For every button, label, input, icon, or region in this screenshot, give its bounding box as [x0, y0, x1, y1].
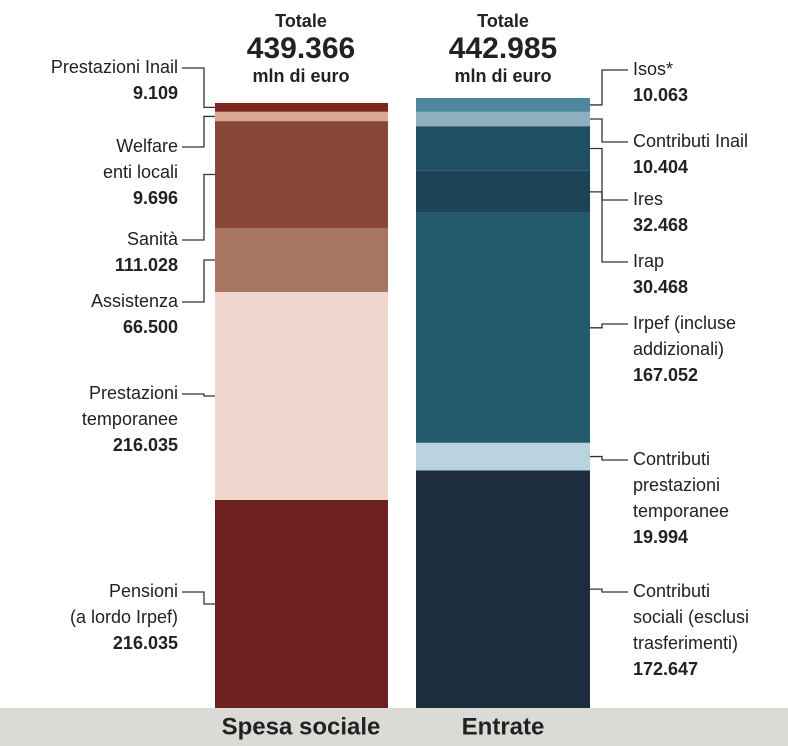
- total-value: 439.366: [247, 32, 355, 65]
- total-value: 442.985: [449, 32, 557, 65]
- segment-value: 9.696: [133, 188, 178, 208]
- column-name: Spesa sociale: [222, 713, 381, 740]
- segment-label: temporanee: [633, 501, 729, 521]
- segment-label: Ires: [633, 189, 663, 209]
- leader-line: [590, 147, 628, 201]
- segment-value: 111.028: [115, 255, 178, 275]
- segment-value: 167.052: [633, 365, 698, 385]
- segment-value: 30.468: [633, 277, 688, 297]
- segment-label: Assistenza: [91, 291, 179, 311]
- segment-value: 172.647: [633, 659, 698, 679]
- segment-label: temporanee: [82, 409, 178, 429]
- segment-label: Welfare: [116, 136, 178, 156]
- leader-line: [182, 115, 215, 148]
- segment-value: 10.063: [633, 85, 688, 105]
- segment-label: Pensioni: [109, 581, 178, 601]
- segment-value: 9.109: [133, 83, 178, 103]
- leader-line: [590, 323, 628, 329]
- segment: [416, 212, 590, 443]
- segment-label: Contributi: [633, 449, 710, 469]
- segment: [416, 442, 590, 471]
- segment: [215, 111, 388, 122]
- segment-value: 216.035: [113, 435, 178, 455]
- segment-value: 10.404: [633, 157, 688, 177]
- leader-line: [182, 591, 215, 605]
- segment-label: (a lordo Irpef): [70, 607, 178, 627]
- segment-value: 66.500: [123, 317, 178, 337]
- segment: [416, 170, 590, 213]
- segment: [215, 227, 388, 293]
- segment: [416, 98, 590, 112]
- segment-label: sociali (esclusi: [633, 607, 749, 627]
- column-name: Entrate: [462, 713, 545, 740]
- segment-label: Irpef (incluse: [633, 313, 736, 333]
- segment: [215, 121, 388, 228]
- leader-line: [590, 455, 628, 461]
- baseline-band: [0, 708, 788, 746]
- segment-label: Isos*: [633, 59, 673, 79]
- segment-label: Sanità: [127, 229, 179, 249]
- segment: [215, 500, 388, 708]
- leader-line: [182, 393, 215, 397]
- segment-label: Prestazioni Inail: [51, 57, 178, 77]
- segment: [215, 102, 388, 112]
- leader-line: [590, 69, 628, 106]
- leader-line: [590, 118, 628, 143]
- segment-label: Prestazioni: [89, 383, 178, 403]
- segment-label: trasferimenti): [633, 633, 738, 653]
- segment: [215, 292, 388, 501]
- leader-line: [182, 259, 215, 303]
- leader-line: [182, 173, 215, 241]
- segment-label: prestazioni: [633, 475, 720, 495]
- leader-line: [590, 588, 628, 593]
- total-unit: mln di euro: [454, 66, 551, 86]
- segment-label: enti locali: [103, 162, 178, 182]
- segment-label: Irap: [633, 251, 664, 271]
- segment-value: 32.468: [633, 215, 688, 235]
- segment: [416, 126, 590, 171]
- segment-label: Contributi: [633, 581, 710, 601]
- segment: [416, 470, 590, 708]
- leader-line: [590, 191, 628, 263]
- total-title: Totale: [477, 11, 529, 31]
- total-title: Totale: [275, 11, 327, 31]
- segment-value: 216.035: [113, 633, 178, 653]
- leader-line: [182, 67, 215, 109]
- segment-value: 19.994: [633, 527, 688, 547]
- segment-label: Contributi Inail: [633, 131, 748, 151]
- segment: [416, 111, 590, 127]
- total-unit: mln di euro: [252, 66, 349, 86]
- segment-label: addizionali): [633, 339, 724, 359]
